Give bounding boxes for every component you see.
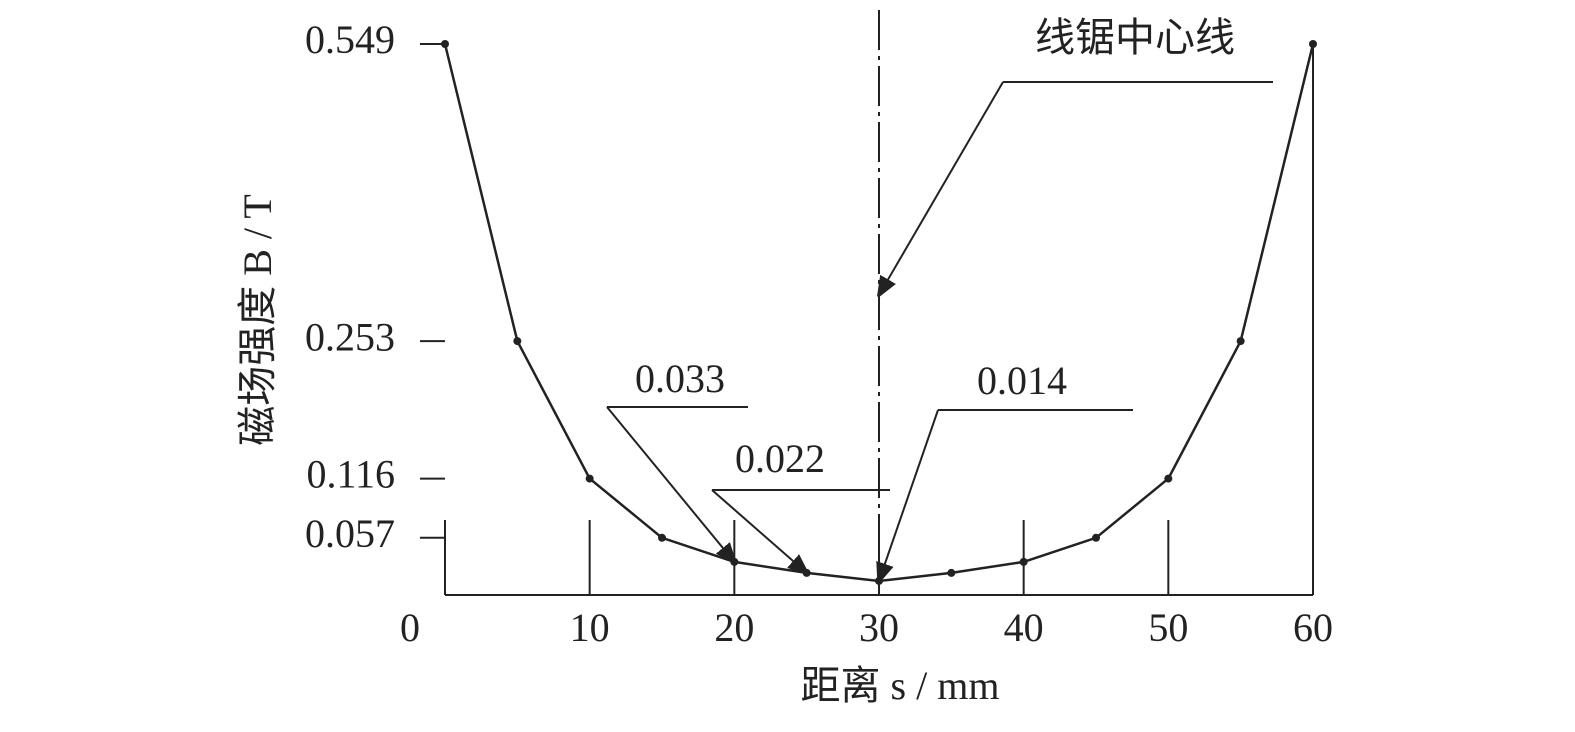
x-tick-label: 30	[859, 605, 899, 650]
x-axis-label: 距离 s / mm	[801, 663, 1000, 708]
y-tick-label: 0.253	[305, 314, 395, 359]
x-tick-label: 40	[1004, 605, 1044, 650]
data-point	[1164, 474, 1173, 483]
data-point	[1236, 337, 1245, 346]
annotation-leader	[879, 81, 1004, 295]
annotation: 0.022	[735, 436, 825, 481]
data-point	[585, 474, 594, 483]
annotation: 0.014	[977, 358, 1067, 403]
data-point	[658, 533, 666, 542]
x-tick-label: 20	[714, 605, 754, 650]
data-point	[513, 337, 522, 346]
data-point	[1019, 557, 1028, 566]
x-tick-label: 10	[570, 605, 610, 650]
annotation: 线锯中心线	[1035, 15, 1235, 60]
y-axis-label: 磁场强度 B / T	[235, 194, 280, 446]
annotation: 0.033	[635, 356, 725, 401]
x-tick-label: 0	[400, 605, 420, 650]
data-point	[441, 40, 449, 48]
x-tick-label: 50	[1148, 605, 1188, 650]
y-tick-label: 0.116	[306, 452, 395, 497]
data-point	[1092, 533, 1100, 542]
data-point	[1309, 40, 1317, 48]
y-tick-label: 0.057	[305, 511, 395, 556]
annotation-leader	[879, 409, 939, 581]
x-tick-label: 60	[1293, 605, 1333, 650]
data-point	[947, 568, 956, 577]
annotation-leader	[711, 489, 807, 573]
annotation-leader	[606, 406, 734, 562]
y-tick-label: 0.549	[305, 17, 395, 62]
